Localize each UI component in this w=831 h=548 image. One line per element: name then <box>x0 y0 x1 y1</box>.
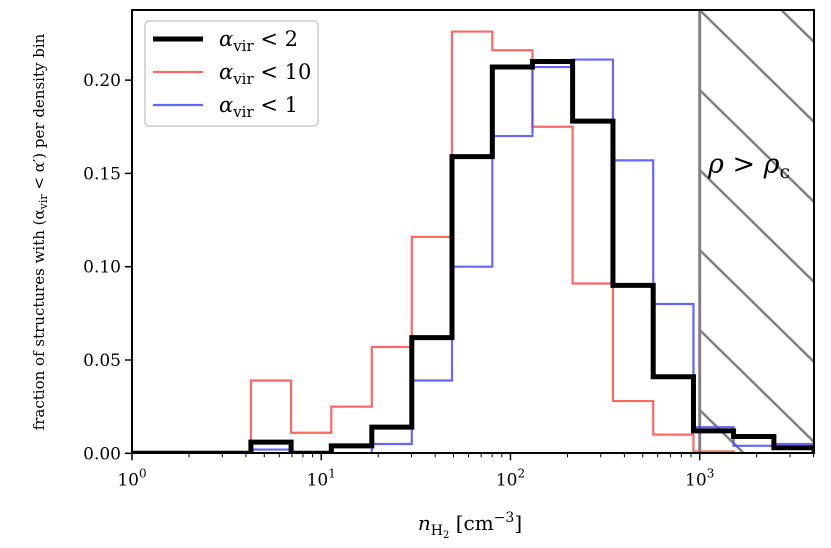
hatch-line <box>698 9 815 123</box>
plot-frame <box>131 9 815 454</box>
series-2 <box>132 58 814 454</box>
histogram-step-line <box>132 58 814 453</box>
histogram-bin <box>613 285 653 453</box>
histogram-bin <box>251 442 291 453</box>
histogram-bin <box>573 121 613 453</box>
x-tick-label: 100 <box>117 466 146 490</box>
hatch-line <box>698 329 815 443</box>
y-tick-label: 0.00 <box>83 444 121 464</box>
histogram-bin <box>291 433 331 454</box>
histogram-bin <box>492 67 532 453</box>
shaded-region-label: ρ > ρc <box>707 149 790 183</box>
legend-label: αvir < 1 <box>219 93 298 121</box>
histogram-bin <box>653 377 693 454</box>
histogram-bin <box>734 437 774 454</box>
legend-label: αvir < 2 <box>219 27 298 55</box>
histogram-bin <box>412 338 452 454</box>
histogram-bin <box>693 431 733 453</box>
hatch-line <box>780 9 815 43</box>
legend-label: αvir < 10 <box>219 60 311 88</box>
y-tick-label: 0.10 <box>83 258 121 278</box>
legend: αvir < 2 αvir < 10 αvir < 1 <box>144 20 319 127</box>
histogram-step-line <box>132 30 814 453</box>
histogram-bin <box>372 427 412 453</box>
x-tick-label: 103 <box>685 466 714 490</box>
y-tick-label: 0.20 <box>83 71 121 91</box>
x-tick-label: 102 <box>496 466 525 490</box>
hatch-line <box>698 249 815 363</box>
hatch-line <box>698 89 815 203</box>
histogram-bin <box>532 61 572 453</box>
y-tick-label: 0.05 <box>83 351 121 371</box>
x-tick-label: 101 <box>307 466 336 490</box>
x-axis-label: nH2 [cm−3] <box>418 510 522 541</box>
hatch-line <box>698 169 815 283</box>
y-tick-label: 0.15 <box>83 164 121 184</box>
y-axis-label: fraction of structures with (αvir < α′) … <box>30 33 50 430</box>
shaded-region-rho-above-rhoc <box>698 9 815 455</box>
histogram-bin <box>452 157 492 454</box>
series-0 <box>132 30 814 454</box>
